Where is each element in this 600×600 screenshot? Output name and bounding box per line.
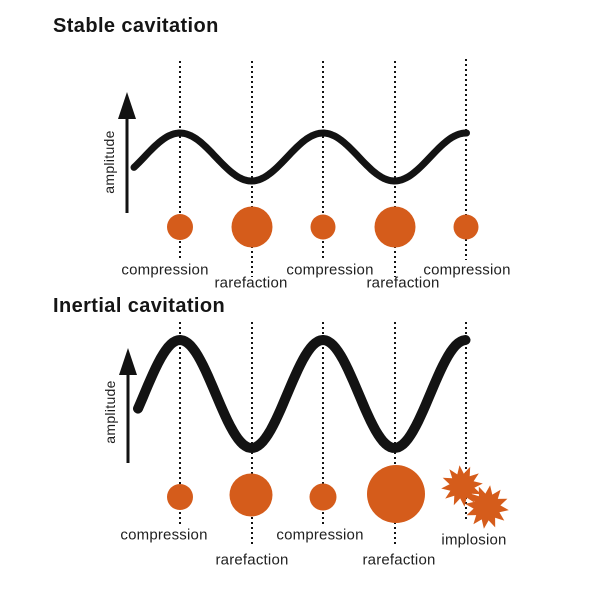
inertial-bubble-small-1: [167, 484, 193, 510]
stable-label-rarefaction-2: rarefaction: [366, 274, 440, 292]
inertial-section-title: Inertial cavitation: [53, 295, 226, 317]
stable-bubble-small-3: [453, 214, 479, 240]
inertial-bubble-large-2: [367, 465, 425, 523]
inertial-bubble-large-1: [229, 473, 273, 517]
inertial-amplitude-arrow-head: [119, 348, 137, 375]
inertial-wave-group: [119, 322, 509, 547]
stable-label-compression-2: compression: [286, 261, 374, 279]
stable-section-title: Stable cavitation: [53, 15, 219, 37]
stable-bubble-small-2: [310, 214, 336, 240]
inertial-pressure-wave: [133, 335, 471, 453]
stable-wave-group: [118, 59, 479, 277]
stable-bubble-small-1: [167, 214, 193, 240]
inertial-bubble-small-2: [309, 483, 337, 511]
inertial-label-implosion: implosion: [441, 531, 507, 549]
stable-label-rarefaction-1: rarefaction: [214, 274, 288, 292]
inertial-label-rarefaction-1: rarefaction: [215, 551, 289, 569]
inertial-label-rarefaction-2: rarefaction: [362, 551, 436, 569]
stable-pressure-wave: [130, 129, 470, 185]
stable-bubble-large-2: [374, 206, 416, 248]
stable-amplitude-arrow-head: [118, 92, 136, 119]
inertial-label-compression-1: compression: [120, 526, 208, 544]
implosion-burst-icon-2: [465, 485, 509, 529]
stable-label-compression-3: compression: [423, 261, 511, 279]
stable-bubble-large-1: [231, 206, 273, 248]
inertial-label-compression-2: compression: [276, 526, 364, 544]
stable-label-compression-1: compression: [121, 261, 209, 279]
